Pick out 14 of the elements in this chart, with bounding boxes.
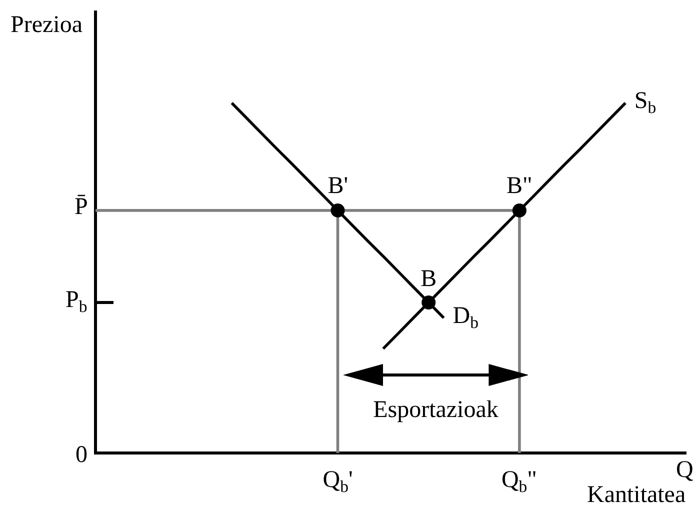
text: P$_{b}$	[66, 286, 88, 316]
x-tick-label: Q$_{b}$"	[501, 467, 537, 496]
annotation: Esportazioak	[373, 397, 498, 423]
series-label: D$_{b}$	[452, 302, 478, 332]
annotation: B	[420, 266, 437, 292]
text: Q	[676, 457, 694, 483]
text: P̄	[74, 194, 88, 220]
series-label: S$_{b}$	[634, 88, 656, 118]
annotation: B"	[506, 173, 532, 200]
x-axis-title: Kantitatea	[587, 482, 686, 507]
y-axis-title: Prezioa	[10, 12, 82, 38]
x-tick-label: Q$_{b}$'	[322, 467, 353, 496]
annotation: B'	[328, 173, 348, 200]
text: 0	[76, 442, 88, 468]
